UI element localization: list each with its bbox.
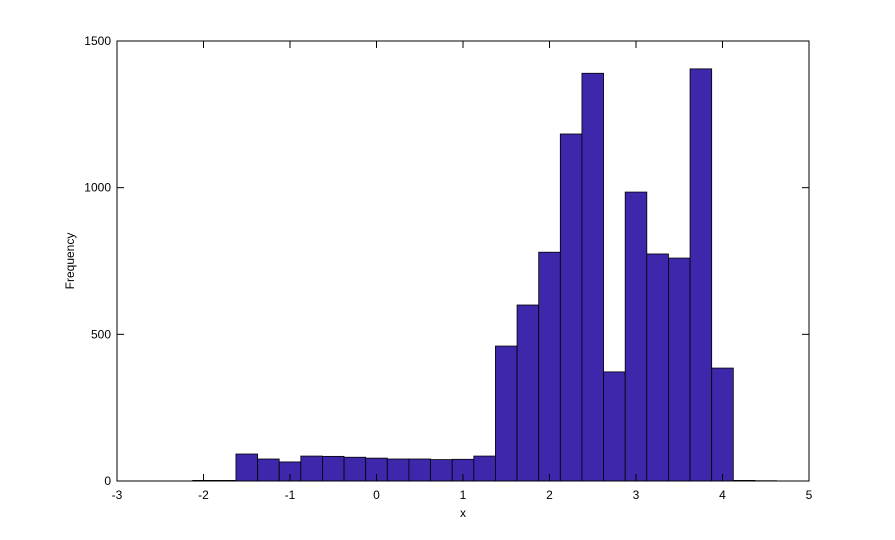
x-axis-label: x	[460, 506, 466, 520]
bar	[624, 191, 648, 482]
y-axis-label: Frequency	[63, 233, 77, 290]
bar	[322, 455, 345, 482]
bar	[646, 253, 669, 482]
bar	[386, 458, 410, 482]
bar	[711, 367, 734, 482]
x-tick-label: 2	[546, 488, 553, 502]
bar	[668, 257, 691, 482]
x-tick-label: -2	[198, 488, 209, 502]
bar	[235, 453, 258, 482]
x-tick-label: -1	[285, 488, 296, 502]
bar	[689, 68, 713, 482]
x-tick-label: 0	[373, 488, 380, 502]
x-tick-label: 3	[633, 488, 640, 502]
bar	[408, 458, 431, 482]
bar	[538, 251, 561, 482]
x-tick-label: 1	[460, 488, 467, 502]
bar	[603, 371, 626, 482]
x-tick-label: -3	[112, 488, 123, 502]
bar	[300, 455, 323, 482]
y-tick-label: 1000	[84, 181, 111, 195]
bar	[581, 72, 604, 482]
bar	[430, 459, 453, 482]
y-tick-label: 1500	[84, 34, 111, 48]
bar	[473, 455, 496, 482]
bar	[257, 458, 280, 482]
y-tick-label: 0	[104, 474, 111, 488]
x-tick-label: 5	[806, 488, 813, 502]
bar	[559, 133, 583, 482]
bar	[516, 304, 540, 482]
x-tick-label: 4	[719, 488, 726, 502]
bar	[343, 456, 367, 482]
bar	[495, 345, 518, 482]
y-tick-label: 500	[91, 327, 111, 341]
